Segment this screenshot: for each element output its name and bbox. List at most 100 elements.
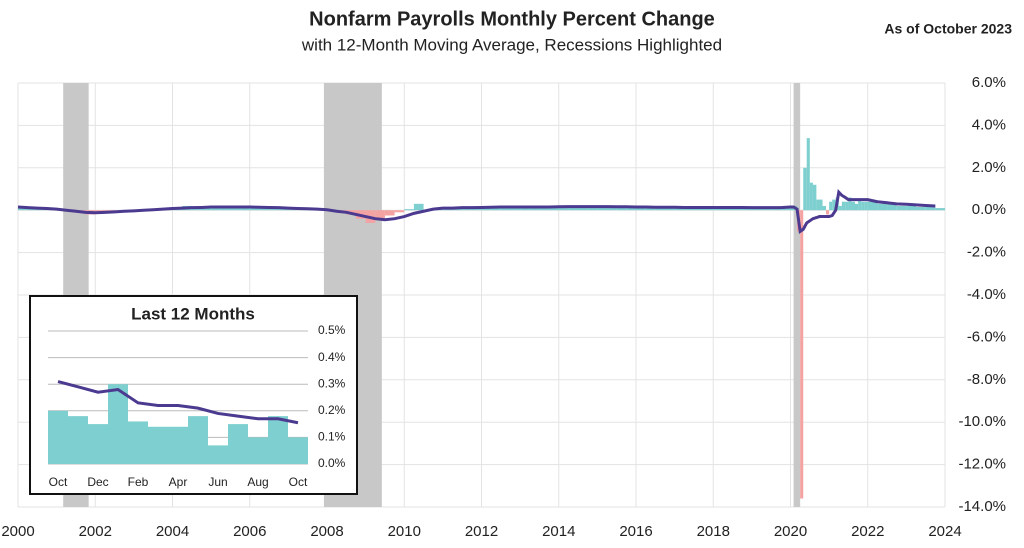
bar (664, 208, 675, 211)
chart-subtitle: with 12-Month Moving Average, Recessions… (301, 35, 722, 54)
x-tick-label: 2006 (233, 523, 266, 540)
bar (636, 207, 646, 211)
bar (529, 207, 540, 211)
bar (597, 207, 608, 211)
bar (864, 201, 868, 211)
y-tick-label: -6.0% (967, 328, 1006, 345)
bar (887, 203, 897, 211)
y-tick-label: 0.2% (318, 403, 346, 417)
x-tick-label: 2004 (156, 523, 189, 540)
bar (822, 205, 827, 211)
bar (607, 207, 617, 211)
x-tick-label: Jun (208, 475, 227, 489)
x-tick-label: Dec (87, 475, 108, 489)
y-tick-label: 2.0% (972, 159, 1006, 176)
bar (413, 203, 424, 211)
bar (520, 207, 530, 211)
x-tick-label: 2002 (79, 523, 112, 540)
x-tick-label: 2016 (619, 523, 652, 540)
bar (858, 199, 862, 211)
x-tick-label: Oct (49, 475, 68, 489)
bar (240, 207, 250, 211)
x-tick-label: 2014 (542, 523, 575, 540)
y-tick-label: 0.5% (318, 323, 346, 337)
bar (867, 201, 878, 211)
as-of-note: As of October 2023 (884, 21, 1012, 37)
bar (742, 208, 752, 211)
moving-average-line (17, 189, 936, 235)
x-tick-label: 2020 (774, 523, 807, 540)
y-tick-label: 0.3% (318, 376, 346, 390)
bar (848, 197, 852, 211)
y-tick-label: -4.0% (967, 286, 1006, 303)
bar (819, 199, 823, 211)
bar (578, 207, 588, 211)
y-tick-label: 0.1% (318, 430, 346, 444)
y-tick-label: -12.0% (958, 456, 1006, 473)
bar (896, 205, 907, 211)
bar (375, 210, 385, 219)
bar (148, 426, 168, 464)
bar (558, 207, 569, 211)
bar (826, 210, 830, 215)
bar (220, 207, 231, 211)
bar (228, 424, 248, 464)
bar (539, 207, 550, 211)
bar (510, 207, 521, 211)
bar (806, 138, 810, 211)
bar (800, 210, 804, 499)
x-tick-label: Apr (169, 475, 188, 489)
x-tick-label: Aug (247, 475, 268, 489)
bar (188, 416, 208, 464)
x-tick-label: 2022 (851, 523, 884, 540)
bar (230, 207, 241, 211)
bar (838, 205, 842, 211)
y-tick-label: 0.0% (972, 201, 1006, 218)
bar (925, 207, 936, 211)
bar (832, 199, 836, 211)
bar (780, 208, 791, 211)
bar (855, 203, 859, 211)
bar (935, 208, 945, 211)
chart-title: Nonfarm Payrolls Monthly Percent Change (309, 8, 715, 30)
bar (491, 208, 501, 211)
bar (108, 384, 128, 464)
bar (168, 426, 188, 464)
x-tick-label: Feb (128, 475, 149, 489)
y-tick-label: 0.4% (318, 350, 346, 364)
bar (877, 203, 888, 211)
bar (851, 201, 856, 211)
bar (68, 416, 88, 464)
x-tick-label: 2018 (697, 523, 730, 540)
bar (248, 437, 268, 464)
bar (809, 182, 813, 211)
bar (268, 416, 288, 464)
y-tick-label: -10.0% (958, 413, 1006, 430)
y-tick-label: 4.0% (972, 116, 1006, 133)
x-tick-label: 2000 (1, 523, 34, 540)
bar (259, 208, 270, 211)
bar (500, 208, 511, 211)
bar (829, 201, 833, 211)
bar (816, 199, 820, 211)
recession-band (793, 83, 801, 507)
bar (549, 207, 559, 211)
bar (906, 205, 917, 211)
y-tick-label: 0.0% (318, 456, 346, 470)
bar (693, 208, 704, 211)
bar (269, 208, 279, 211)
y-tick-label: -2.0% (967, 244, 1006, 261)
bar (288, 437, 308, 464)
x-tick-label: Oct (289, 475, 308, 489)
bar (861, 201, 865, 211)
bar (626, 207, 636, 211)
bar (208, 445, 228, 464)
bar (916, 207, 926, 211)
bar (684, 208, 694, 211)
inset-plot: Last 12 Months 0.0% 0.1% 0.2% 0.3% 0.4% 0.5% O… (29, 295, 358, 495)
bar (812, 184, 817, 211)
y-tick-label: 6.0% (972, 74, 1006, 91)
bar (845, 201, 849, 211)
bar (211, 207, 221, 211)
